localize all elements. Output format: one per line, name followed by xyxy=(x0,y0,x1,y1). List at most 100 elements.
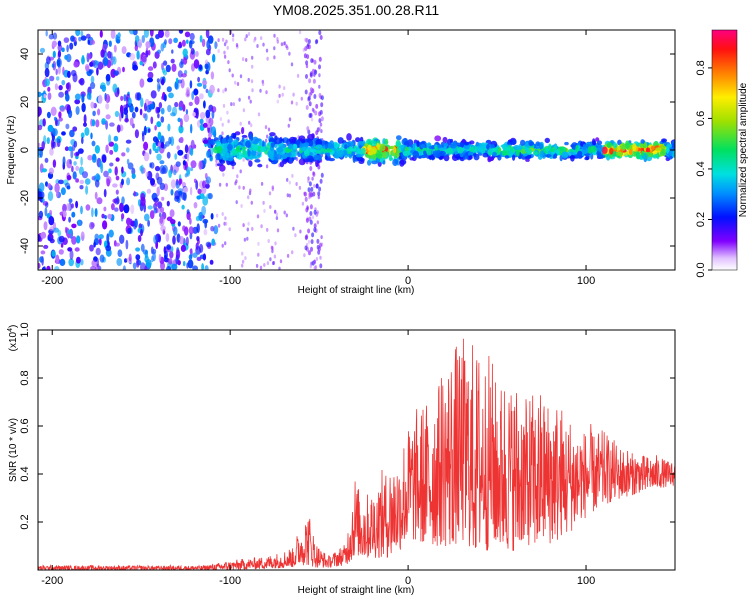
spectrogram-cell xyxy=(84,178,91,185)
spectrogram-cell xyxy=(349,148,357,152)
spectrogram-cell xyxy=(549,148,555,153)
spectrogram-cell xyxy=(646,151,651,156)
spectrogram-cell xyxy=(199,93,204,100)
spectrogram-cell xyxy=(114,110,120,118)
spectrogram-cell xyxy=(154,200,158,206)
spectrogram-cell xyxy=(123,94,127,102)
spectrogram-cell xyxy=(181,204,185,210)
y-tick-label: -40 xyxy=(19,238,31,254)
spectrogram-cell xyxy=(309,71,313,77)
spectrogram-cell xyxy=(209,37,214,45)
spectrogram-cell xyxy=(101,118,106,125)
spectrogram-cell xyxy=(44,157,49,163)
spectrogram-cell xyxy=(49,148,54,156)
spectrogram-cell xyxy=(313,59,317,65)
spectrogram-cell xyxy=(70,69,77,77)
y-tick-label: 0 xyxy=(19,147,31,153)
spectrogram-cell xyxy=(450,141,457,149)
spectrogram-cell xyxy=(155,106,159,114)
spectrogram-cell xyxy=(178,41,182,48)
spectrogram-cell xyxy=(70,35,75,42)
spectrogram-cell xyxy=(259,139,263,146)
spectrogram-cell xyxy=(274,241,277,246)
spectrogram-cell xyxy=(113,44,117,53)
spectrogram-cell xyxy=(584,156,590,161)
spectrogram-cell xyxy=(44,78,50,87)
spectrogram-cell xyxy=(206,150,211,158)
spectrogram-cell xyxy=(286,253,290,258)
spectrogram-cell xyxy=(235,43,239,47)
spectrogram-cell xyxy=(96,197,103,205)
spectrogram-cell xyxy=(184,31,191,38)
spectrogram-cell xyxy=(247,150,251,157)
spectrogram-cell xyxy=(41,168,48,173)
spectrogram-cell xyxy=(227,143,233,151)
spectrogram-cell xyxy=(319,122,323,127)
spectrogram-cell xyxy=(313,223,317,229)
spectrogram-cell xyxy=(202,218,209,224)
spectrogram-cell xyxy=(132,262,137,270)
spectrogram-cell xyxy=(304,245,308,251)
spectrogram-cell xyxy=(309,204,313,210)
spectrogram-cell xyxy=(227,60,230,65)
spectrogram-cell xyxy=(140,97,144,108)
spectrogram-cell xyxy=(217,38,220,43)
spectrogram-cell xyxy=(141,132,145,142)
spectrogram-cell xyxy=(271,249,274,254)
spectrogram-cell xyxy=(41,197,45,203)
spectrogram-cell xyxy=(173,37,179,43)
colorbar-ticks: 0.0 0.2 0.4 0.6 0.8 xyxy=(695,60,712,278)
spectrogram-cell xyxy=(98,234,104,240)
spectrogram-cell xyxy=(487,156,492,163)
colorbar-label: Normalized spectral amplitude xyxy=(738,82,749,217)
spectrogram-cell xyxy=(273,254,277,259)
spectrogram-cell xyxy=(132,64,139,71)
spectrogram-cell xyxy=(135,254,141,261)
spectrogram-cell xyxy=(164,250,168,260)
spectrogram-cell xyxy=(223,54,227,59)
spectrogram-cell xyxy=(49,226,55,232)
y-tick-label: 1.0 xyxy=(19,322,31,337)
spectrogram-cell xyxy=(577,150,582,159)
spectrogram-cell xyxy=(105,144,109,154)
y-tick-label: -20 xyxy=(19,190,31,206)
spectrogram-cell xyxy=(308,191,312,197)
spectrogram-cell xyxy=(89,244,94,252)
spectrogram-cell xyxy=(38,124,43,131)
spectrogram-cell xyxy=(382,160,386,165)
spectrogram-cell xyxy=(377,152,383,160)
spectrogram-cell xyxy=(205,176,212,184)
spectrogram-cell xyxy=(291,250,294,255)
spectrogram-cell xyxy=(234,80,237,85)
spectrogram-cell xyxy=(144,102,147,112)
spectrogram-cell xyxy=(131,173,136,180)
spectrogram-cell xyxy=(242,223,245,228)
spectrogram-cell xyxy=(315,159,319,168)
spectrogram-cell xyxy=(53,116,57,121)
spectrogram-cell xyxy=(312,78,316,84)
spectrogram-cell xyxy=(168,92,174,99)
spectrogram-cell xyxy=(150,178,155,186)
spectrogram-cell xyxy=(168,136,172,145)
spectrogram-cell xyxy=(303,53,307,59)
spectrogram-cell xyxy=(628,149,633,155)
spectrogram-cell xyxy=(178,178,182,186)
spectrogram-cell xyxy=(90,132,93,140)
spectrogram-cell xyxy=(276,99,279,104)
colorbar-tick-label: 0.0 xyxy=(695,262,707,277)
spectrogram-cell xyxy=(216,147,223,153)
spectrogram-cell xyxy=(316,220,319,225)
spectrogram-cell xyxy=(75,178,79,183)
spectrogram-cell xyxy=(318,64,321,70)
spectrogram-cell xyxy=(222,89,225,94)
spectrogram-cell xyxy=(307,187,311,193)
spectrogram-cell xyxy=(58,179,64,185)
spectrogram-cell xyxy=(313,209,317,215)
spectrogram-cell xyxy=(666,143,673,148)
spectrogram-cell xyxy=(52,128,58,137)
spectrogram-cell xyxy=(217,49,220,54)
spectrogram-cell xyxy=(447,147,453,154)
spectrogram-cell xyxy=(307,239,311,244)
spectrogram-cell xyxy=(195,51,199,57)
spectrogram-cell xyxy=(393,146,397,154)
